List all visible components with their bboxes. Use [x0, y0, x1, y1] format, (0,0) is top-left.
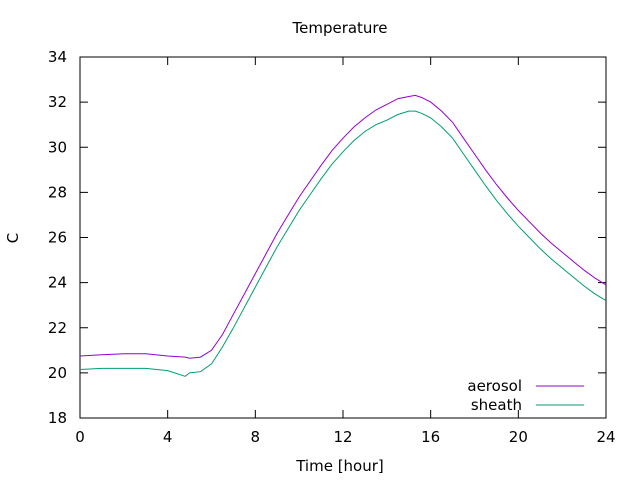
y-tick-label: 18: [48, 409, 67, 427]
series-line-aerosol: [79, 94, 607, 359]
y-tick-label: 24: [48, 274, 67, 292]
legend-label-sheath: sheath: [471, 396, 522, 414]
x-axis-label: Time [hour]: [295, 457, 384, 475]
y-tick-label: 22: [48, 319, 67, 337]
x-tick-label: 4: [163, 428, 173, 446]
chart-title: Temperature: [291, 19, 387, 37]
y-tick-label: 26: [48, 229, 67, 247]
y-tick-label: 20: [48, 364, 67, 382]
y-tick-label: 28: [48, 183, 67, 201]
x-tick-label: 16: [421, 428, 440, 446]
x-tick-label: 12: [333, 428, 352, 446]
x-tick-label: 20: [509, 428, 528, 446]
series-line-sheath: [79, 110, 607, 377]
y-tick-label: 32: [48, 93, 67, 111]
y-axis-label: C: [4, 233, 22, 243]
y-axis: 18 20 22 24 26 28 30 32 34: [48, 48, 606, 427]
legend-label-aerosol: aerosol: [467, 377, 522, 395]
x-tick-label: 8: [251, 428, 261, 446]
x-tick-label: 24: [596, 428, 615, 446]
y-tick-label: 34: [48, 48, 67, 66]
series-lines: [79, 94, 607, 377]
plot-frame: [79, 56, 607, 419]
y-tick-label: 30: [48, 138, 67, 156]
x-tick-label: 0: [75, 428, 85, 446]
x-axis: 0 4 8 12 16 20 24: [75, 57, 616, 446]
